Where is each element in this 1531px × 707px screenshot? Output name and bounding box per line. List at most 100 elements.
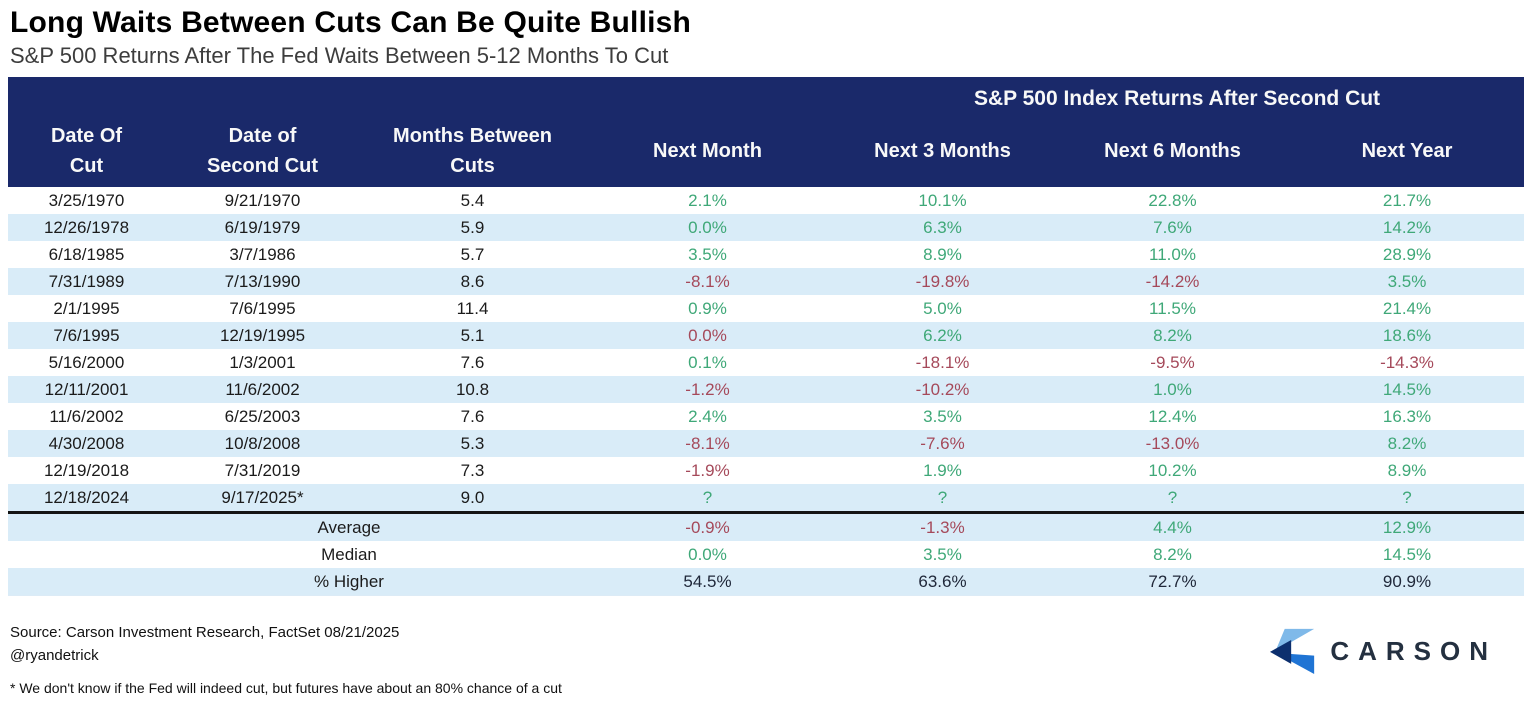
table-cell: 6/25/2003	[224, 406, 301, 426]
group-header-spacer	[8, 77, 830, 118]
summary-value: 63.6%	[830, 568, 1055, 596]
table-cell: 5.1	[460, 325, 485, 345]
column-header-months-between-cuts: Months Between Cuts	[393, 125, 552, 177]
group-header-row: S&P 500 Index Returns After Second Cut	[8, 77, 1525, 118]
return-cell: 0.9%	[688, 298, 727, 318]
summary-value: 3.5%	[923, 544, 962, 564]
table-row: 12/11/2001 11/6/2002 10.8 -1.2% -10.2% 1.0% 14…	[8, 376, 1525, 403]
summary-label: Median	[321, 544, 377, 564]
table-cell: 3/25/1970	[48, 190, 125, 210]
table-cell: 10/8/2008	[224, 433, 301, 453]
table-body: 3/25/1970 9/21/1970 5.4 2.1% 10.1% 22.8% 21.7%…	[8, 187, 1525, 513]
table-cell: 5.7	[460, 244, 485, 264]
table-cell: 10.8	[455, 379, 490, 399]
group-header: S&P 500 Index Returns After Second Cut	[973, 87, 1381, 110]
return-cell: 2.4%	[688, 406, 727, 426]
return-cell: 8.9%	[923, 244, 962, 264]
return-cell: ?	[1167, 487, 1178, 507]
summary-label: % Higher	[8, 568, 585, 596]
return-cell: 3.5%	[923, 406, 962, 426]
source-text: Source: Carson Investment Research, Fact…	[10, 624, 400, 641]
return-cell: 0.0%	[688, 325, 727, 345]
summary-value: 54.5%	[585, 568, 830, 596]
carson-logo: CARSON	[1270, 628, 1497, 674]
column-header-next-month: Next Month	[653, 140, 762, 162]
return-cell: -14.3%	[1380, 352, 1434, 372]
return-cell: 3.5%	[1387, 271, 1427, 291]
table-cell: 7/6/1995	[53, 325, 120, 345]
return-cell: 14.5%	[1382, 379, 1432, 399]
table-row: 11/6/2002 6/25/2003 7.6 2.4% 3.5% 12.4% 16.3%	[8, 403, 1524, 430]
carson-logo-text: CARSON	[1330, 635, 1497, 666]
table-cell: 3/7/1986	[229, 244, 296, 264]
return-cell: 28.9%	[1382, 244, 1432, 264]
table-cell: 11/6/2002	[49, 406, 124, 426]
table-cell: 12/26/1978	[43, 217, 130, 237]
page-title: Long Waits Between Cuts Can Be Quite Bul…	[10, 6, 692, 39]
return-cell: -13.0%	[1145, 433, 1200, 453]
summary-value: 72.7%	[1055, 568, 1290, 596]
return-cell: 8.2%	[1153, 325, 1192, 345]
return-cell: 0.1%	[688, 352, 727, 372]
table-cell: 5.9	[460, 217, 485, 237]
summary-label: Average	[8, 511, 585, 541]
table-cell: 9/17/2025*	[221, 487, 304, 507]
table-cell: 9.0	[460, 487, 485, 507]
table-row: 3/25/1970 9/21/1970 5.4 2.1% 10.1% 22.8% 21.7%	[8, 187, 1524, 214]
return-cell: 8.9%	[1387, 460, 1427, 480]
column-header-row: Date Of Cut Date of Second Cut Months Betwee…	[8, 118, 1525, 187]
return-cell: -8.1%	[685, 271, 730, 291]
summary-value: 8.2%	[1153, 544, 1192, 564]
table-cell: 6/19/1979	[224, 217, 301, 237]
return-cell: -10.2%	[915, 379, 970, 399]
return-cell: 11.5%	[1149, 298, 1196, 318]
table-row: 5/16/2000 1/3/2001 7.6 0.1% -18.1% -9.5% -14.3…	[8, 349, 1524, 376]
return-cell: 10.1%	[918, 190, 967, 210]
summary-value: -0.9%	[585, 511, 830, 541]
return-cell: ?	[1402, 487, 1412, 507]
return-cell: -8.1%	[685, 433, 730, 453]
table-cell: 6/18/1985	[48, 244, 125, 264]
summary-row: % Higher 54.5% 63.6% 72.7% 90.9%	[8, 568, 1525, 596]
page-subtitle: S&P 500 Returns After The Fed Waits Betw…	[10, 43, 669, 68]
summary-value: 12.9%	[1290, 511, 1525, 541]
return-cell: 8.2%	[1387, 433, 1427, 453]
column-header-date-of-cut: Date Of Cut	[50, 125, 123, 177]
table-cell: 1/3/2001	[229, 352, 296, 372]
return-cell: 11.0%	[1149, 244, 1196, 264]
return-cell: 18.6%	[1382, 325, 1432, 345]
table-header: S&P 500 Index Returns After Second Cut D…	[8, 77, 1525, 187]
table-row: 12/26/1978 6/19/1979 5.9 0.0% 6.3% 7.6% 14.2%	[8, 214, 1525, 241]
table-cell: 12/11/2001	[44, 379, 129, 399]
return-cell: 16.3%	[1382, 406, 1432, 426]
return-cell: -18.1%	[915, 352, 970, 372]
return-cell: 0.0%	[688, 217, 727, 237]
footer: Source: Carson Investment Research, Fact…	[8, 624, 1523, 696]
table-cell: 12/19/2018	[43, 460, 130, 480]
return-cell: 5.0%	[923, 298, 962, 318]
table-cell: 7.6	[460, 406, 485, 426]
summary-body: Average -0.9% -1.3% 4.4% 12.9% Median 0.0% 3.5%…	[8, 511, 1525, 596]
table-row: 4/30/2008 10/8/2008 5.3 -8.1% -7.6% -13.0% 8.2…	[8, 430, 1525, 457]
table-cell: 5.4	[460, 190, 485, 210]
return-cell: 14.2%	[1382, 217, 1432, 237]
table-cell: 11.4	[456, 298, 489, 318]
return-cell: 12.4%	[1148, 406, 1197, 426]
table-cell: 11/6/2002	[225, 379, 300, 399]
source-block: Source: Carson Investment Research, Fact…	[10, 624, 562, 696]
table-row: 2/1/1995 7/6/1995 11.4 0.9% 5.0% 11.5% 21.4%	[8, 295, 1524, 322]
table-cell: 5.3	[460, 433, 485, 453]
return-cell: -7.6%	[920, 433, 965, 453]
summary-row: Median 0.0% 3.5% 8.2% 14.5%	[8, 541, 1524, 568]
summary-value: -1.3%	[830, 511, 1055, 541]
table-cell: 2/1/1995	[53, 298, 120, 318]
table-row: 12/19/2018 7/31/2019 7.3 -1.9% 1.9% 10.2% 8.9%	[8, 457, 1524, 484]
column-header-next-year: Next Year	[1361, 140, 1453, 162]
table-cell: 4/30/2008	[48, 433, 125, 453]
table-cell: 8.6	[460, 271, 485, 291]
returns-table: S&P 500 Index Returns After Second Cut D…	[8, 77, 1525, 596]
return-cell: -14.2%	[1145, 271, 1200, 291]
table-cell: 5/16/2000	[48, 352, 125, 372]
table-cell: 7/13/1990	[224, 271, 301, 291]
